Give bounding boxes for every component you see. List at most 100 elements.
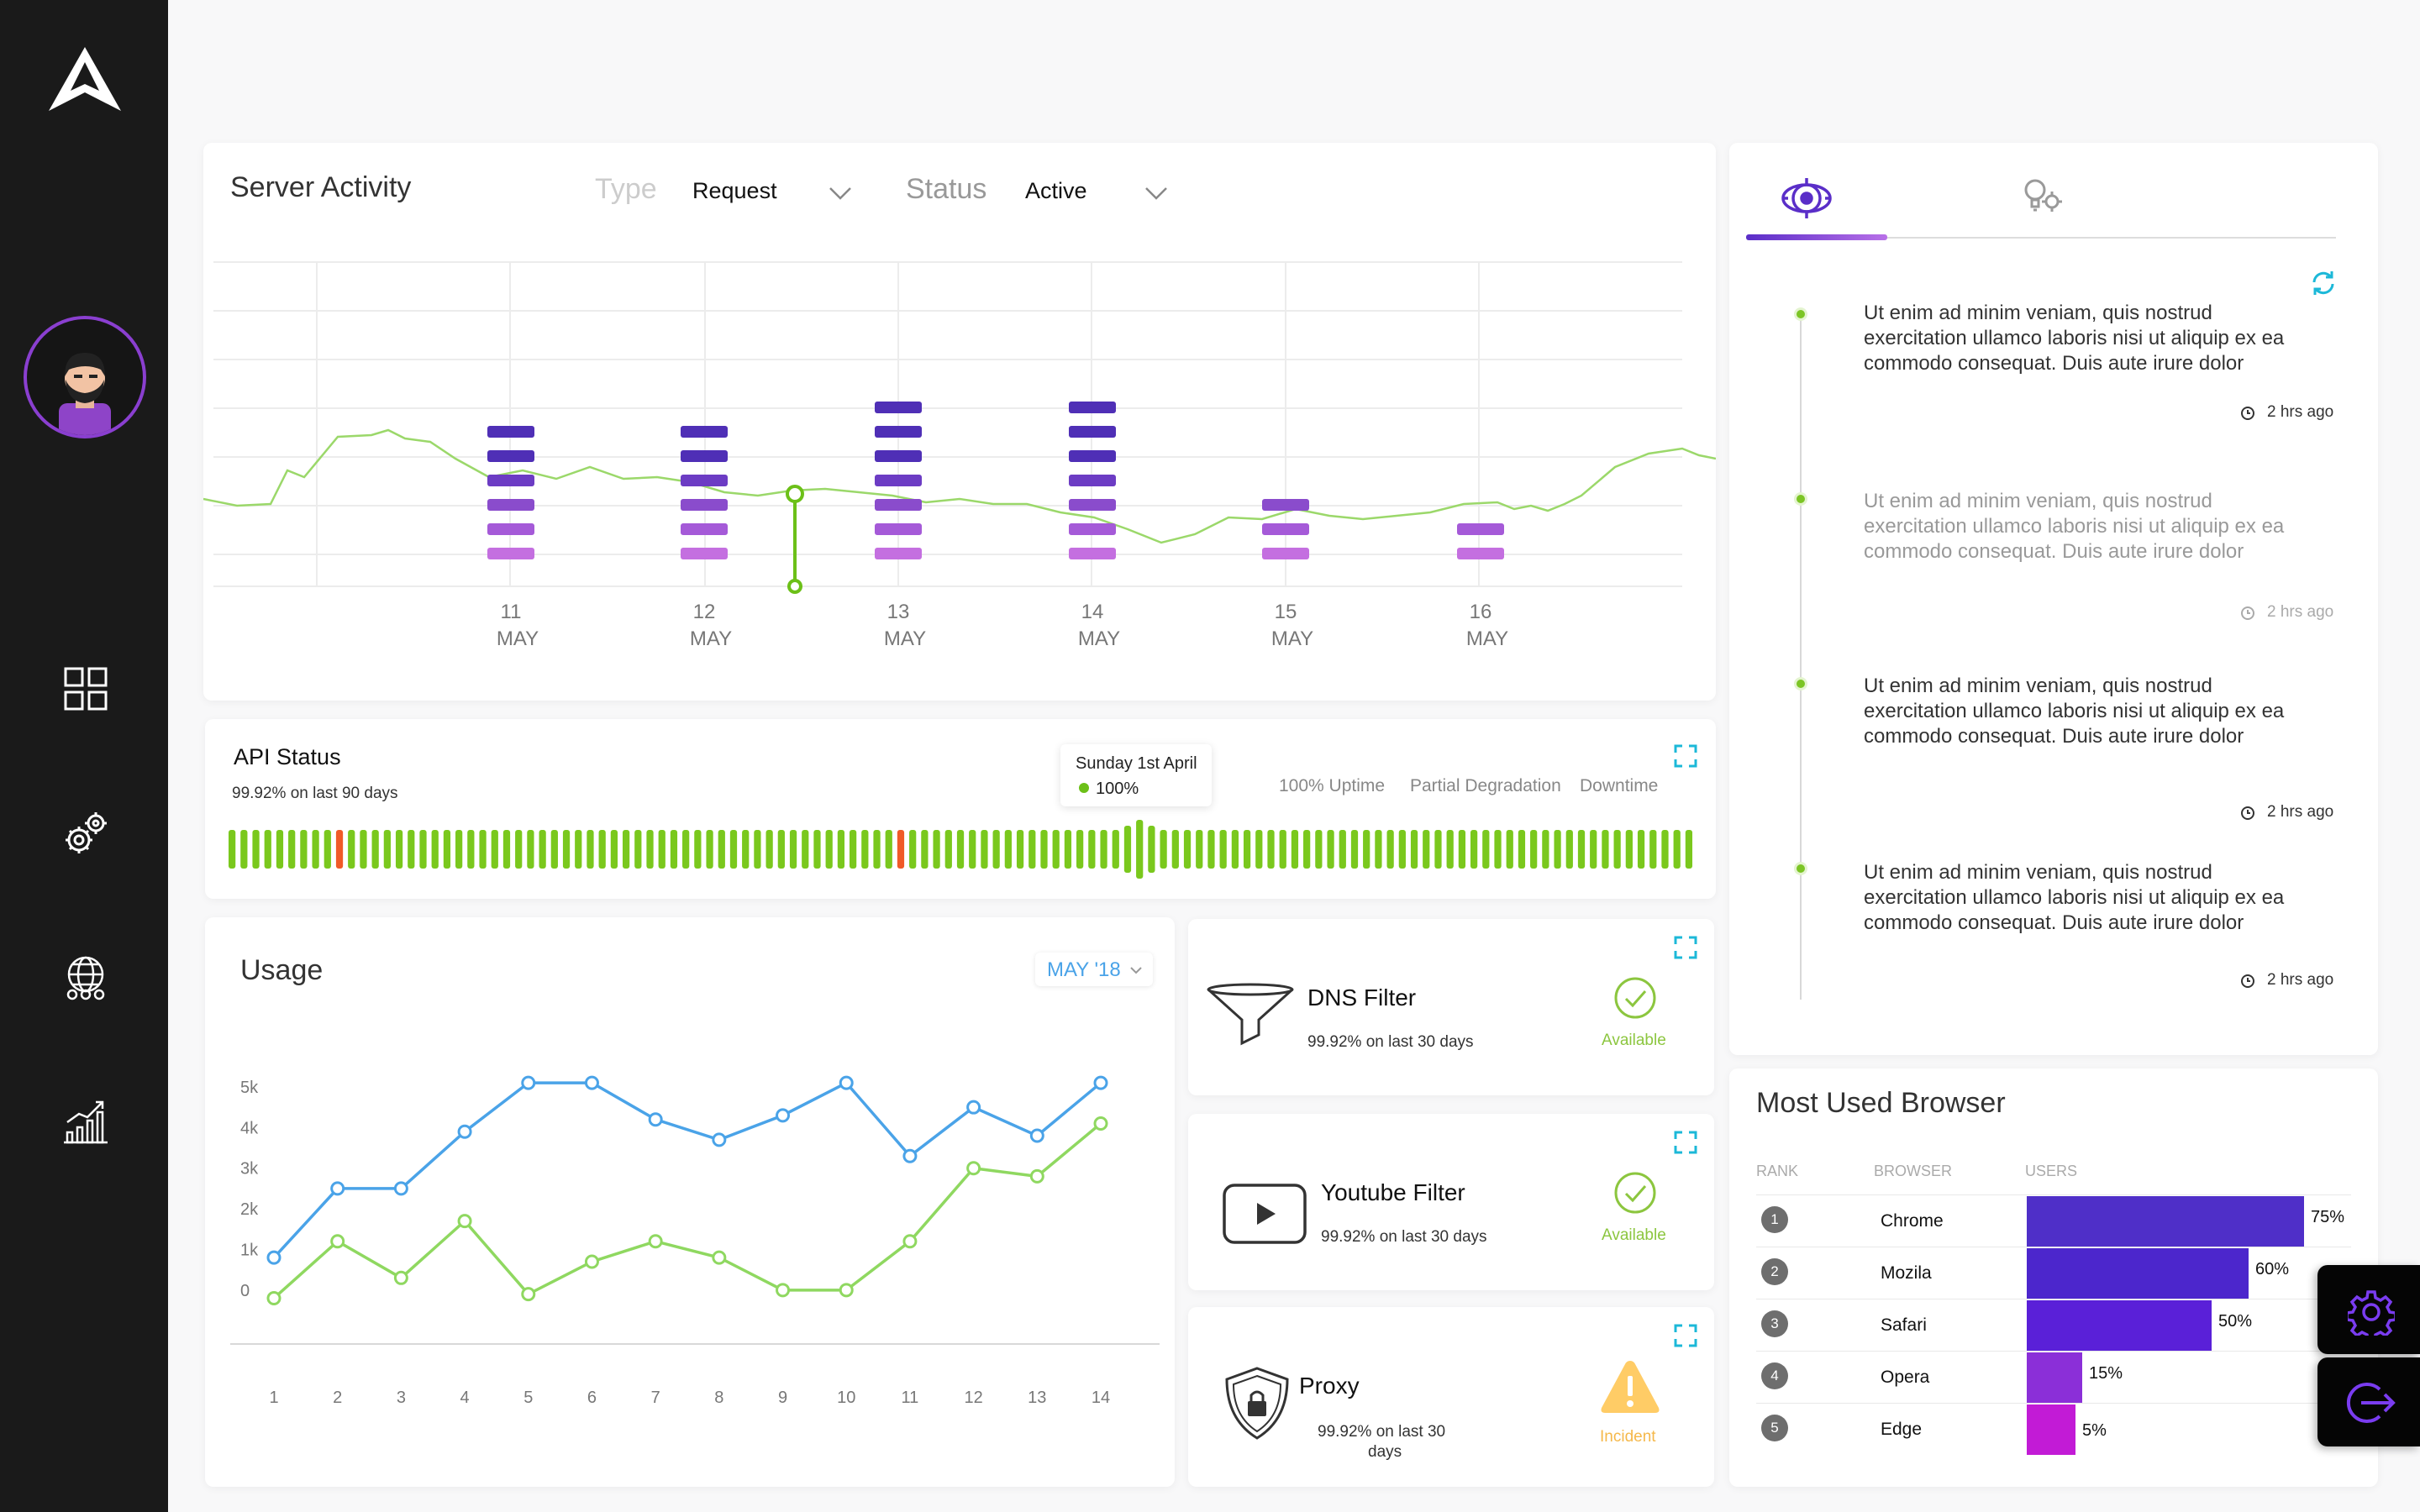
api-status-bar[interactable] [682,830,690,869]
usage-point[interactable] [966,1161,981,1176]
activity-bar[interactable] [875,426,922,438]
api-status-bar[interactable] [622,830,630,869]
settings-gears-icon[interactable] [60,808,111,858]
activity-bar[interactable] [487,450,534,462]
usage-point[interactable] [902,1148,918,1163]
usage-point[interactable] [1093,1075,1108,1090]
activity-bar[interactable] [1262,548,1309,559]
api-status-bar[interactable] [1219,830,1227,869]
usage-point[interactable] [457,1124,472,1139]
api-status-bar[interactable] [587,830,594,869]
usage-point[interactable] [648,1112,663,1127]
api-status-bar[interactable] [1207,830,1215,869]
api-status-bar[interactable] [742,830,750,869]
api-status-bar[interactable] [408,830,415,869]
api-status-bar[interactable] [348,830,355,869]
api-status-bar[interactable] [264,830,271,869]
api-status-bar[interactable] [1040,830,1048,869]
dashboard-grid-icon[interactable] [60,664,111,714]
usage-point[interactable] [584,1075,599,1090]
activity-bar[interactable] [1262,523,1309,535]
api-status-bar[interactable] [1625,830,1633,869]
api-status-bar[interactable] [754,830,761,869]
api-status-bar[interactable] [1685,830,1693,869]
usage-point[interactable] [266,1290,281,1305]
usage-point[interactable] [330,1234,345,1249]
api-status-bar[interactable] [1004,830,1012,869]
api-status-bar[interactable] [1255,830,1263,869]
api-status-bar[interactable] [324,830,331,869]
activity-bar[interactable] [487,475,534,486]
activity-bar[interactable] [681,450,728,462]
api-status-bar[interactable] [276,830,284,869]
status-dropdown[interactable]: Active [1025,178,1087,203]
usage-point[interactable] [266,1250,281,1265]
api-status-bar[interactable] [921,830,929,869]
api-status-bar[interactable] [1267,830,1275,869]
api-status-bar[interactable] [610,830,618,869]
api-status-bar[interactable] [431,830,439,869]
usage-point[interactable] [584,1254,599,1269]
api-status-bar[interactable] [1279,830,1286,869]
logo-icon[interactable] [49,47,121,111]
activity-bar[interactable] [875,475,922,486]
activity-bar[interactable] [1069,426,1116,438]
api-status-bar[interactable] [1637,830,1645,869]
api-status-bar[interactable] [1028,830,1036,869]
api-status-bar[interactable] [765,830,773,869]
usage-point[interactable] [393,1181,408,1196]
api-status-bar[interactable] [1183,830,1192,869]
api-status-bar[interactable] [1327,830,1334,869]
api-status-bar[interactable] [1160,830,1167,869]
api-status-bar[interactable] [1649,830,1657,869]
api-status-bar[interactable] [1494,830,1502,869]
api-status-bar[interactable] [550,830,558,869]
activity-bar[interactable] [875,548,922,559]
activity-bar[interactable] [1457,523,1504,535]
api-status-bar[interactable] [598,830,606,869]
activity-bar[interactable] [487,426,534,438]
usage-point[interactable] [1093,1116,1108,1131]
api-status-bar[interactable] [944,830,952,869]
api-status-bar[interactable] [252,830,260,869]
usage-point[interactable] [902,1234,918,1249]
activity-bar[interactable] [487,548,534,559]
activity-bar[interactable] [1069,523,1116,535]
api-status-bar[interactable] [802,830,809,869]
usage-point[interactable] [776,1108,791,1123]
api-status-bar[interactable] [1100,830,1107,869]
api-status-bar[interactable] [718,830,725,869]
api-status-bar[interactable] [1602,830,1609,869]
usage-point[interactable] [648,1234,663,1249]
api-status-bar[interactable] [1423,830,1430,869]
month-dropdown[interactable]: MAY '18 [1035,953,1153,986]
api-status-bar[interactable] [813,830,821,869]
api-status-bar[interactable] [1590,830,1597,869]
browser-usage-bar[interactable] [2027,1248,2249,1299]
api-status-bar[interactable] [455,830,463,869]
global-network-icon[interactable] [60,953,111,1003]
api-status-bar[interactable] [1577,830,1586,869]
api-status-bar[interactable] [1136,820,1144,879]
api-status-bar[interactable] [502,830,511,869]
api-status-bar[interactable] [575,830,582,869]
floating-logout-button[interactable] [2317,1357,2420,1446]
api-status-bar[interactable] [969,830,976,869]
api-status-bar[interactable] [1339,830,1346,869]
api-status-bar[interactable] [789,830,797,869]
api-status-bar[interactable] [909,830,917,869]
api-status-bar[interactable] [527,830,534,869]
api-status-bar[interactable] [1434,830,1442,869]
api-status-bar[interactable] [1231,830,1239,869]
usage-point[interactable] [393,1270,408,1285]
api-status-bar[interactable] [300,830,308,869]
activity-bar[interactable] [1069,402,1116,413]
usage-point[interactable] [839,1075,854,1090]
usage-point[interactable] [330,1181,345,1196]
api-status-bar[interactable] [335,830,344,869]
api-status-bar[interactable] [1064,830,1072,869]
api-status-bar[interactable] [1171,830,1179,869]
api-status-bar[interactable] [539,830,546,869]
browser-usage-bar[interactable] [2027,1404,2075,1455]
tab-monitor-icon[interactable] [1780,175,1833,222]
